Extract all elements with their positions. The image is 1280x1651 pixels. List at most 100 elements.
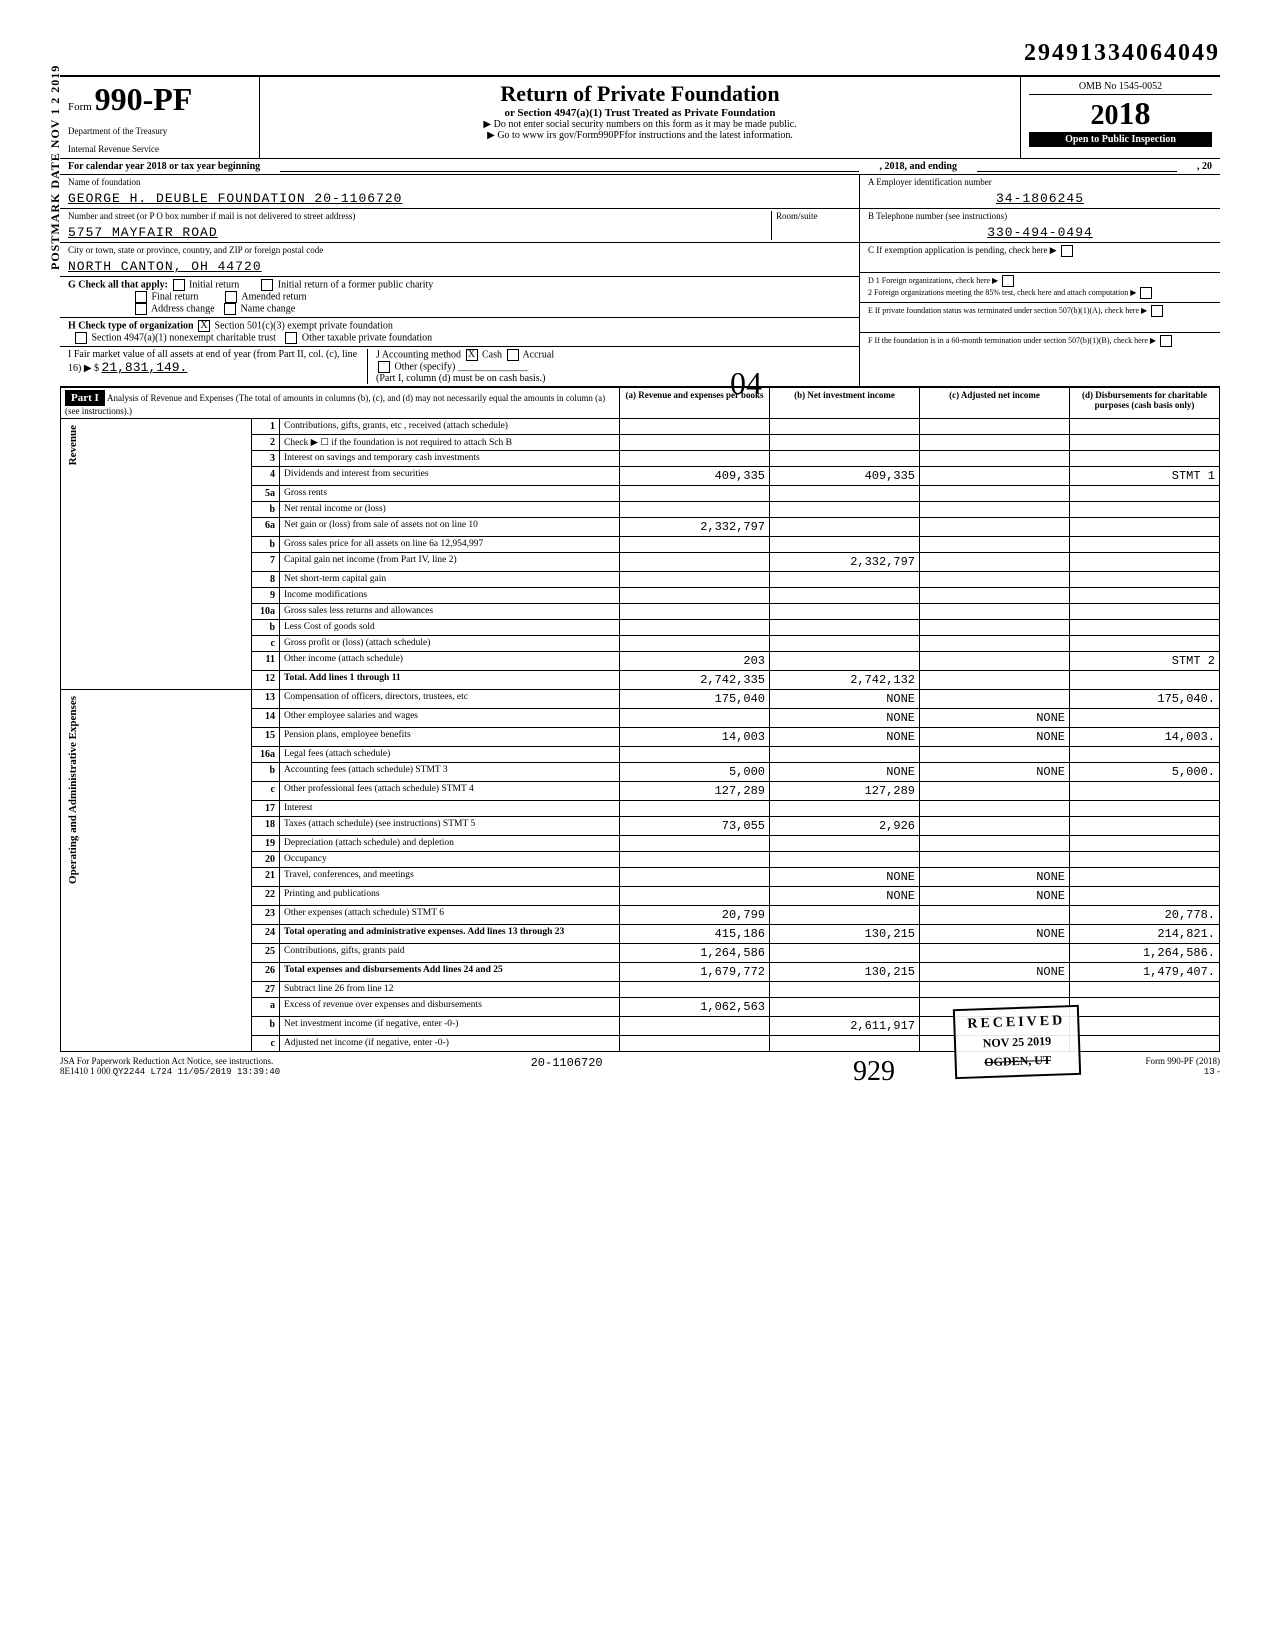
row-val-b <box>770 572 920 588</box>
row-val-a <box>620 852 770 868</box>
check-initial-former[interactable] <box>261 279 273 291</box>
row-val-a <box>620 572 770 588</box>
row-val-d <box>1070 486 1220 502</box>
check-d1[interactable] <box>1002 275 1014 287</box>
row-desc: Travel, conferences, and meetings <box>280 868 620 887</box>
row-desc: Interest <box>280 801 620 817</box>
check-initial[interactable] <box>173 279 185 291</box>
ein: 34-1806245 <box>868 191 1212 206</box>
row-val-c <box>920 451 1070 467</box>
row-desc: Income modifications <box>280 588 620 604</box>
row-val-a <box>620 553 770 572</box>
top-document-number: 29491334064049 <box>60 40 1220 67</box>
check-e[interactable] <box>1151 305 1163 317</box>
check-name-change[interactable] <box>224 303 236 315</box>
row-val-d <box>1070 868 1220 887</box>
check-final[interactable] <box>135 291 147 303</box>
row-desc: Total operating and administrative expen… <box>280 925 620 944</box>
check-f[interactable] <box>1160 335 1172 347</box>
check-4947[interactable] <box>75 332 87 344</box>
row-val-c: NONE <box>920 963 1070 982</box>
row-val-d <box>1070 620 1220 636</box>
row-val-d <box>1070 782 1220 801</box>
row-number: 8 <box>252 572 280 588</box>
row-desc: Taxes (attach schedule) (see instruction… <box>280 817 620 836</box>
col-a-header: (a) Revenue and expenses per books <box>620 388 770 419</box>
f-label: F If the foundation is in a 60-month ter… <box>868 336 1148 345</box>
row-desc: Other income (attach schedule) <box>280 652 620 671</box>
instruction-2: ▶ Go to www irs gov/Form990PFfor instruc… <box>268 130 1012 141</box>
row-val-a: 14,003 <box>620 728 770 747</box>
check-d2[interactable] <box>1140 287 1152 299</box>
row-val-b: 409,335 <box>770 467 920 486</box>
g-checks: G Check all that apply: Initial return I… <box>60 277 859 318</box>
row-val-b <box>770 588 920 604</box>
check-other-method[interactable] <box>378 361 390 373</box>
row-val-a <box>620 604 770 620</box>
address-label: Number and street (or P O box number if … <box>68 211 771 221</box>
check-c[interactable] <box>1061 245 1073 257</box>
row-desc: Net gain or (loss) from sale of assets n… <box>280 518 620 537</box>
footer-ein: 20-1106720 <box>531 1056 603 1088</box>
c-label: C If exemption application is pending, c… <box>868 245 1047 255</box>
row-desc: Contributions, gifts, grants, etc , rece… <box>280 419 620 435</box>
row-val-c: NONE <box>920 763 1070 782</box>
received-stamp: RECEIVED NOV 25 2019 OGDEN, UT <box>953 1005 1081 1079</box>
check-accrual[interactable] <box>507 349 519 361</box>
col-d-header: (d) Disbursements for charitable purpose… <box>1070 388 1220 419</box>
form-number: 990-PF <box>95 81 193 117</box>
row-number: b <box>252 1017 280 1036</box>
d2-label: 2 Foreign organizations meeting the 85% … <box>868 288 1128 297</box>
row-val-b <box>770 852 920 868</box>
row-val-d <box>1070 836 1220 852</box>
row-val-d: 5,000. <box>1070 763 1220 782</box>
row-val-b: NONE <box>770 868 920 887</box>
check-address-change[interactable] <box>135 303 147 315</box>
row-desc: Other employee salaries and wages <box>280 709 620 728</box>
j-label: J Accounting method <box>376 349 461 360</box>
row-val-c <box>920 652 1070 671</box>
form-subtitle: or Section 4947(a)(1) Trust Treated as P… <box>268 107 1012 119</box>
row-desc: Accounting fees (attach schedule) STMT 3 <box>280 763 620 782</box>
row-val-a <box>620 419 770 435</box>
open-inspection: Open to Public Inspection <box>1029 132 1212 147</box>
row-number: 4 <box>252 467 280 486</box>
row-val-a: 20,799 <box>620 906 770 925</box>
row-val-b <box>770 836 920 852</box>
row-val-c <box>920 747 1070 763</box>
row-desc: Total. Add lines 1 through 11 <box>280 671 620 690</box>
row-val-b: NONE <box>770 728 920 747</box>
row-val-c: NONE <box>920 887 1070 906</box>
row-val-d <box>1070 747 1220 763</box>
check-cash[interactable] <box>466 349 478 361</box>
row-desc: Gross sales price for all assets on line… <box>280 537 620 553</box>
row-desc: Net short-term capital gain <box>280 572 620 588</box>
row-val-b <box>770 652 920 671</box>
row-number: b <box>252 537 280 553</box>
row-val-a <box>620 747 770 763</box>
row-val-a: 1,264,586 <box>620 944 770 963</box>
foundation-address: 5757 MAYFAIR ROAD <box>68 225 771 240</box>
row-number: 22 <box>252 887 280 906</box>
check-amended[interactable] <box>225 291 237 303</box>
row-val-a <box>620 801 770 817</box>
row-desc: Interest on savings and temporary cash i… <box>280 451 620 467</box>
city-label: City or town, state or province, country… <box>68 245 851 255</box>
check-other-tax[interactable] <box>285 332 297 344</box>
check-501c3[interactable] <box>198 320 210 332</box>
row-val-b <box>770 620 920 636</box>
row-number: 6a <box>252 518 280 537</box>
row-val-c <box>920 636 1070 652</box>
phone-label: B Telephone number (see instructions) <box>868 211 1212 221</box>
row-val-b <box>770 486 920 502</box>
j-note: (Part I, column (d) must be on cash basi… <box>376 373 545 384</box>
row-val-d: 1,479,407. <box>1070 963 1220 982</box>
row-val-a: 127,289 <box>620 782 770 801</box>
row-val-c <box>920 906 1070 925</box>
calendar-year-row: For calendar year 2018 or tax year begin… <box>60 159 1220 175</box>
row-val-a: 203 <box>620 652 770 671</box>
row-val-d: 14,003. <box>1070 728 1220 747</box>
foundation-name: GEORGE H. DEUBLE FOUNDATION 20-1106720 <box>68 191 851 206</box>
h-label: H Check type of organization <box>68 320 194 331</box>
row-val-a <box>620 486 770 502</box>
